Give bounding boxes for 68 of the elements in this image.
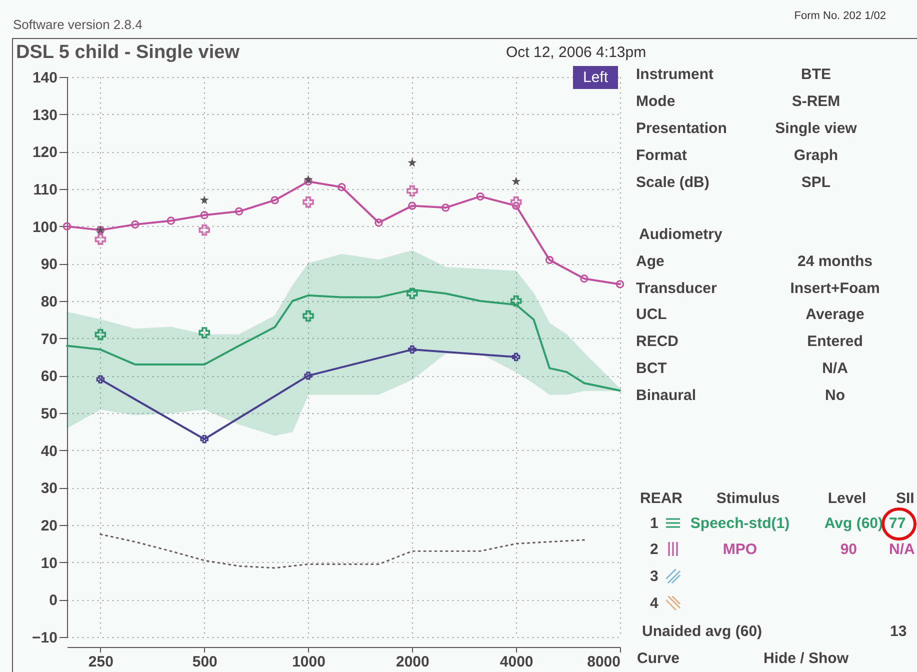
y-tick-label: 100 xyxy=(32,218,58,236)
y-tick-label: 80 xyxy=(40,294,58,310)
x-tick-label: 2000 xyxy=(396,654,430,670)
legend-label: Speech-std(1) xyxy=(690,515,790,532)
text: Single view xyxy=(775,120,857,137)
text: Transducer xyxy=(636,280,717,297)
y-tick-label: 40 xyxy=(40,442,58,460)
text: No xyxy=(825,387,845,404)
text: Entered xyxy=(807,333,863,350)
text: Software version 2.8.4 xyxy=(13,17,142,32)
text: Form No. 202 1/02 xyxy=(794,10,886,22)
text: RECD xyxy=(636,333,679,350)
y-tick-label: 50 xyxy=(40,406,58,422)
text: Graph xyxy=(794,147,838,164)
text: BTE xyxy=(801,66,831,83)
chart-title: DSL 5 child - Single view xyxy=(16,42,240,64)
text: Unaided avg (60) xyxy=(642,623,762,640)
y-tick-label: 20 xyxy=(40,518,58,534)
text: 77 xyxy=(889,515,906,532)
text: S-REM xyxy=(792,93,840,110)
text: 24 months xyxy=(797,253,873,270)
text: Insert+Foam xyxy=(790,280,880,297)
text: 2 xyxy=(650,541,658,558)
text: 13 xyxy=(890,623,907,640)
text: UCL xyxy=(636,306,667,323)
x-tick-label: 8000 xyxy=(587,654,620,670)
annotation: Left xyxy=(573,66,618,89)
text: SII xyxy=(896,490,914,507)
y-tick-label: 0 xyxy=(49,592,58,610)
text: REAR xyxy=(640,490,683,507)
text: Hide / Show xyxy=(763,650,849,667)
x-tick-label: 250 xyxy=(88,654,114,670)
x-tick-label: 1000 xyxy=(292,654,326,670)
text: Instrument xyxy=(636,66,714,83)
y-tick-label: 60 xyxy=(40,368,58,386)
text: Audiometry xyxy=(639,226,722,243)
text: Format xyxy=(636,147,687,164)
chart-subtitle: Oct 12, 2006 4:13pm xyxy=(506,44,646,61)
text: Age xyxy=(636,253,664,270)
x-tick-label: 4000 xyxy=(500,654,534,670)
text: N/A xyxy=(889,541,915,558)
text: MPO xyxy=(722,541,758,558)
text: Stimulus xyxy=(716,490,780,507)
text: Curve xyxy=(637,650,680,667)
text: Mode xyxy=(636,93,676,110)
y-tick-label: 140 xyxy=(32,70,58,86)
text: Presentation xyxy=(636,120,727,137)
text: N/A xyxy=(822,360,848,377)
text: 90 xyxy=(840,541,857,558)
text: Average xyxy=(806,306,864,323)
text: 1 xyxy=(650,515,658,532)
y-tick-label: −10 xyxy=(32,630,58,646)
y-tick-label: 130 xyxy=(32,106,58,124)
text: BCT xyxy=(636,360,667,377)
y-tick-label: 10 xyxy=(40,554,58,572)
text: Scale (dB) xyxy=(636,174,710,191)
y-tick-label: 120 xyxy=(32,144,58,162)
text: 3 xyxy=(650,568,658,585)
text: SPL xyxy=(801,174,831,191)
text: 4 xyxy=(650,595,658,612)
text: Binaural xyxy=(636,387,696,404)
y-tick-label: 30 xyxy=(40,480,58,498)
text: Level xyxy=(828,490,866,507)
y-tick-label: 90 xyxy=(40,256,58,274)
y-tick-label: 70 xyxy=(40,330,58,348)
x-tick-label: 500 xyxy=(192,654,218,670)
y-tick-label: 110 xyxy=(33,182,58,198)
text: Avg (60) xyxy=(824,515,883,532)
